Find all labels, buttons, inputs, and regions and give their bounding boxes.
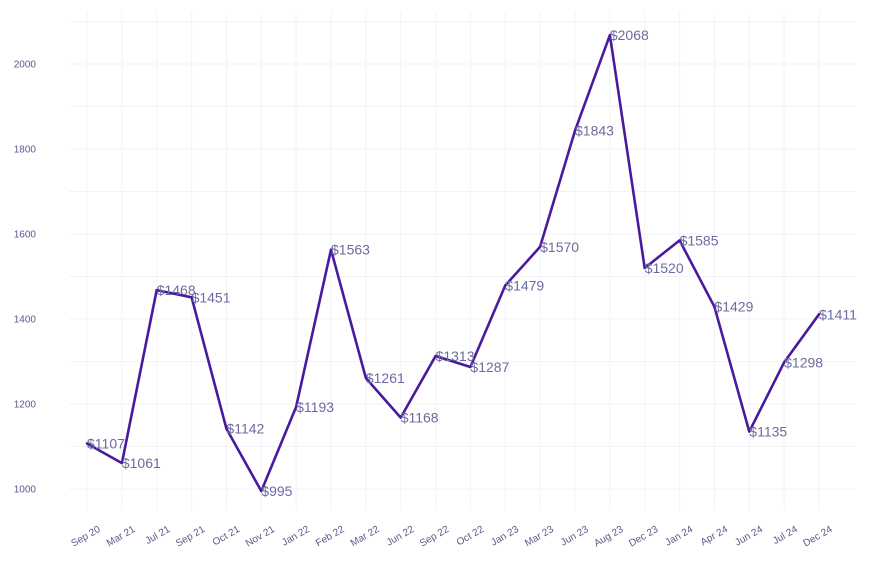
data-label: $1061 bbox=[122, 455, 161, 471]
x-tick-label: Jun 22 bbox=[385, 524, 417, 549]
data-label: $1193 bbox=[296, 399, 334, 415]
data-label: $1468 bbox=[157, 282, 196, 298]
x-tick-label: Mar 21 bbox=[105, 524, 138, 549]
x-tick-label: Mar 22 bbox=[349, 524, 382, 549]
y-tick-label: 1800 bbox=[14, 145, 37, 156]
x-tick-label: Jan 24 bbox=[664, 524, 696, 549]
y-axis-ticks: 1000 1200 1400 1600 1800 2000 bbox=[14, 60, 37, 496]
data-label: $1261 bbox=[366, 370, 405, 386]
data-label: $2068 bbox=[610, 27, 649, 43]
x-tick-label: Sep 21 bbox=[174, 524, 207, 550]
x-tick-label: Feb 22 bbox=[314, 524, 347, 549]
data-label: $1570 bbox=[540, 239, 579, 255]
x-tick-label: Dec 23 bbox=[627, 524, 660, 550]
series-line bbox=[85, 33, 821, 493]
x-tick-label: Oct 21 bbox=[211, 524, 242, 548]
data-label: $1429 bbox=[714, 299, 753, 315]
y-tick-label: 1600 bbox=[14, 230, 37, 241]
data-label: $1451 bbox=[192, 289, 231, 305]
x-tick-label: Jan 22 bbox=[280, 524, 312, 549]
x-tick-label: Aug 23 bbox=[592, 524, 625, 550]
data-label: $1313 bbox=[436, 348, 475, 364]
x-tick-label: Oct 22 bbox=[455, 524, 486, 548]
x-tick-label: Sep 20 bbox=[70, 524, 103, 550]
data-label: $1135 bbox=[749, 424, 787, 440]
data-label: $1107 bbox=[87, 436, 125, 452]
x-tick-label: Mar 23 bbox=[523, 524, 556, 549]
x-tick-label: Jun 23 bbox=[559, 524, 591, 549]
y-tick-label: 2000 bbox=[14, 60, 37, 71]
data-label: $1411 bbox=[819, 306, 857, 322]
data-labels: $1107 $1061 $1468$1451 $1142 $995 $1193 $1563 $… bbox=[87, 27, 857, 499]
x-axis-ticks: Sep 20 Mar 21 Jul 21 Sep 21 Oct 21 Nov 21 Jan … bbox=[70, 524, 835, 550]
x-tick-label: Dec 24 bbox=[802, 524, 835, 550]
data-label: $1563 bbox=[331, 242, 370, 258]
y-tick-label: 1000 bbox=[14, 485, 37, 496]
x-tick-label: Jan 23 bbox=[489, 524, 521, 549]
data-label: $1520 bbox=[645, 260, 684, 276]
x-tick-label: Nov 21 bbox=[244, 524, 277, 550]
data-label: $1287 bbox=[470, 359, 509, 375]
data-label: $1479 bbox=[505, 277, 544, 293]
data-label: $1168 bbox=[401, 410, 439, 426]
x-tick-label: Sep 22 bbox=[418, 524, 451, 550]
x-tick-label: Jul 24 bbox=[771, 524, 800, 547]
y-tick-label: 1200 bbox=[14, 400, 37, 411]
x-tick-label: Apr 24 bbox=[699, 524, 730, 548]
data-label: $1142 bbox=[226, 421, 264, 437]
data-label: $995 bbox=[261, 483, 292, 499]
x-tick-label: Jul 21 bbox=[144, 524, 173, 547]
data-label: $1298 bbox=[784, 354, 823, 370]
grid-layer bbox=[69, 12, 856, 510]
x-tick-label: Jun 24 bbox=[733, 524, 765, 549]
data-label: $1843 bbox=[575, 123, 614, 139]
data-label: $1585 bbox=[680, 232, 719, 248]
y-tick-label: 1400 bbox=[14, 315, 37, 326]
